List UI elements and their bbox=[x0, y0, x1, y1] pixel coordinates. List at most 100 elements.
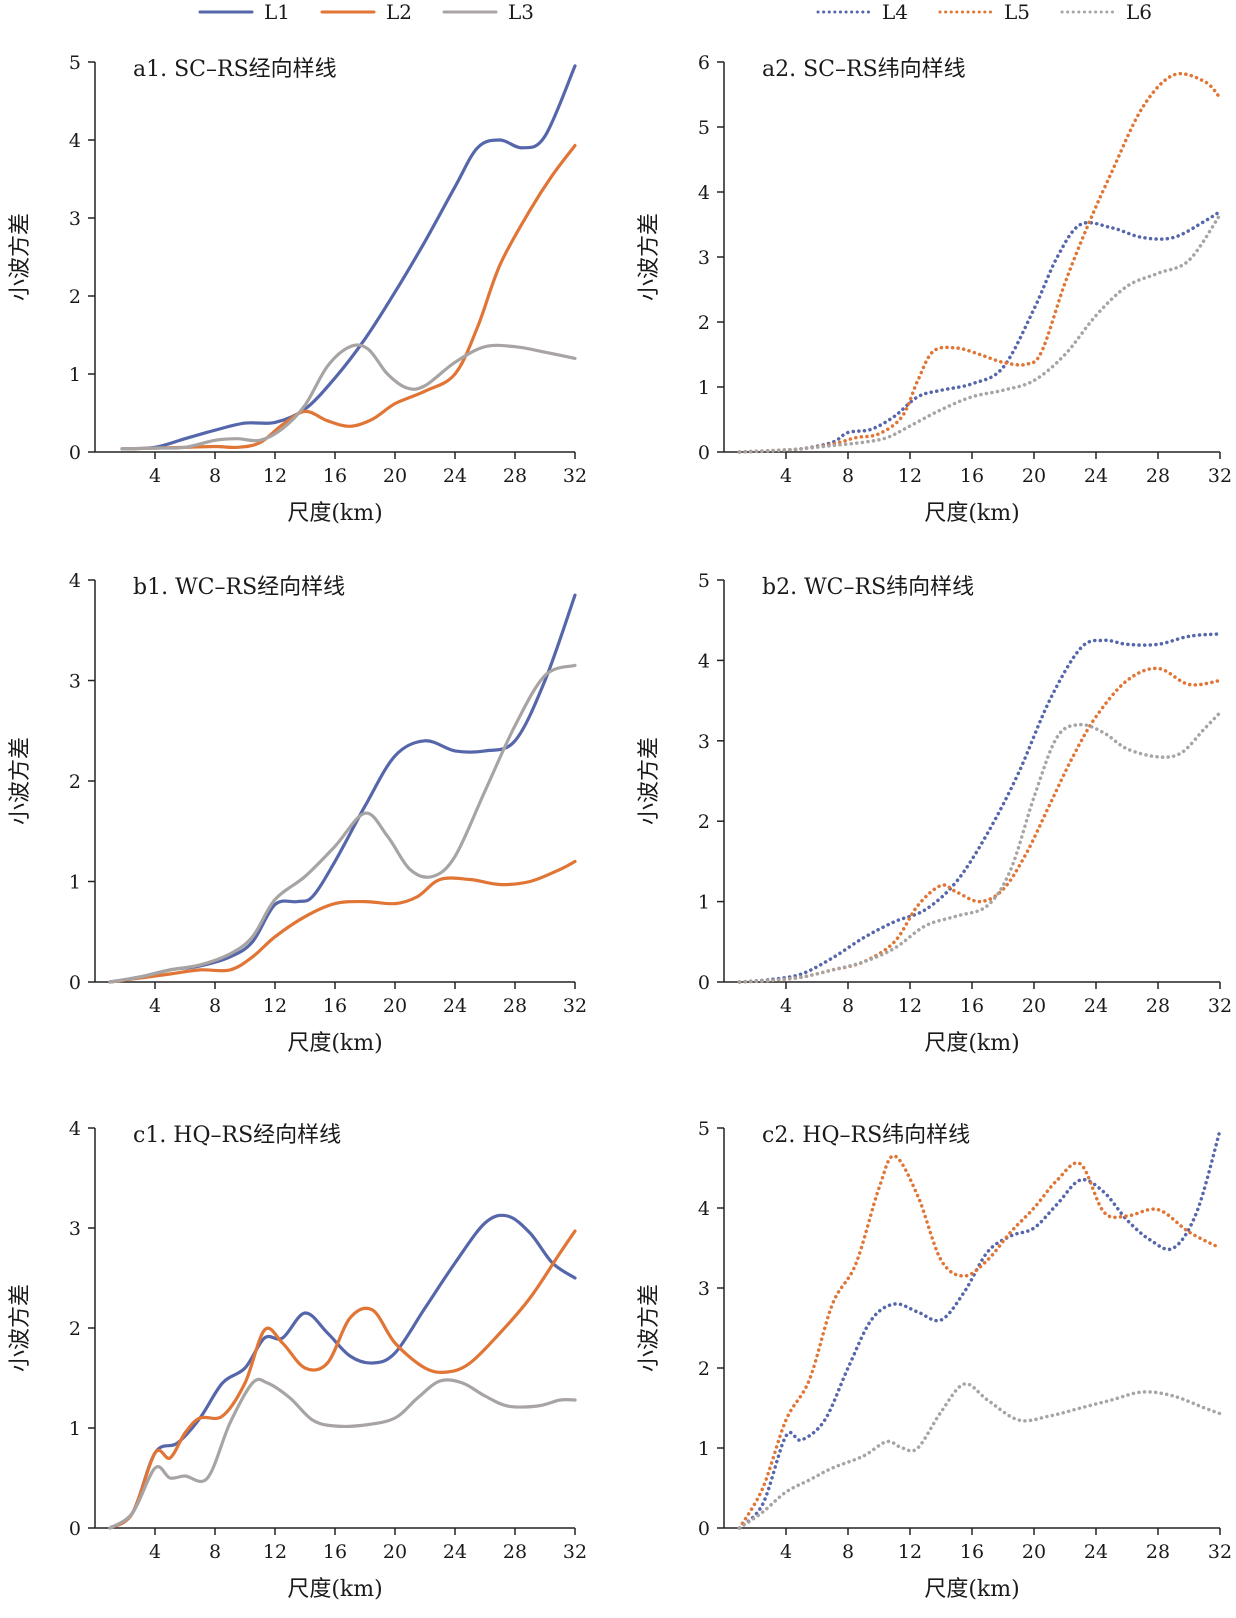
y-tick-label: 4 bbox=[69, 570, 81, 592]
x-axis-label: 尺度(km) bbox=[287, 1031, 382, 1056]
y-tick-label: 2 bbox=[69, 771, 81, 793]
y-tick-label: 1 bbox=[69, 1418, 81, 1440]
series-line-l6 bbox=[737, 710, 1222, 984]
x-tick-label: 12 bbox=[263, 1541, 287, 1563]
y-tick-label: 1 bbox=[698, 1438, 710, 1460]
y-tick-label: 0 bbox=[698, 442, 710, 464]
y-tick-label: 4 bbox=[698, 1198, 710, 1220]
y-tick-label: 1 bbox=[69, 364, 81, 386]
y-tick-label: 4 bbox=[69, 130, 81, 152]
x-tick-label: 20 bbox=[383, 1541, 407, 1563]
series-line-l5 bbox=[737, 71, 1222, 454]
series-line-l3 bbox=[108, 663, 577, 984]
x-tick-label: 12 bbox=[263, 995, 287, 1017]
x-tick-label: 12 bbox=[898, 1541, 922, 1563]
y-tick-label: 0 bbox=[698, 1518, 710, 1540]
x-tick-label: 8 bbox=[209, 465, 221, 487]
y-tick-label: 3 bbox=[698, 1278, 710, 1300]
y-tick-label: 0 bbox=[69, 442, 81, 464]
x-tick-label: 12 bbox=[263, 465, 287, 487]
series-line-l6 bbox=[737, 213, 1222, 454]
series-line-l2 bbox=[120, 143, 577, 451]
series-line-l3 bbox=[120, 343, 577, 451]
x-tick-label: 20 bbox=[1022, 465, 1046, 487]
series-line-l4 bbox=[737, 1128, 1222, 1530]
y-tick-label: 1 bbox=[69, 872, 81, 894]
y-tick-label: 3 bbox=[69, 1218, 81, 1240]
y-tick-label: 5 bbox=[69, 52, 81, 74]
x-axis-label: 尺度(km) bbox=[287, 1577, 382, 1602]
x-tick-label: 12 bbox=[898, 995, 922, 1017]
y-tick-label: 2 bbox=[698, 312, 710, 334]
y-tick-label: 6 bbox=[698, 52, 710, 74]
y-tick-label: 3 bbox=[69, 208, 81, 230]
x-tick-label: 32 bbox=[563, 465, 587, 487]
x-tick-label: 20 bbox=[383, 465, 407, 487]
legend-right: L4 L5 L6 bbox=[816, 0, 1152, 24]
y-axis-label: 小波方差 bbox=[8, 1284, 33, 1372]
x-tick-label: 4 bbox=[780, 465, 792, 487]
x-tick-label: 24 bbox=[443, 1541, 467, 1563]
x-tick-label: 28 bbox=[503, 995, 527, 1017]
chart-title: c2. HQ–RS纬向样线 bbox=[762, 1123, 970, 1148]
x-tick-label: 24 bbox=[443, 465, 467, 487]
chart-title: c1. HQ–RS经向样线 bbox=[133, 1123, 341, 1148]
x-tick-label: 28 bbox=[1146, 1541, 1170, 1563]
x-axis-label: 尺度(km) bbox=[924, 1577, 1019, 1602]
series-line-l2 bbox=[108, 1229, 577, 1530]
series-line-l1 bbox=[108, 593, 577, 984]
x-tick-label: 16 bbox=[323, 1541, 347, 1563]
y-tick-label: 3 bbox=[698, 731, 710, 753]
x-tick-label: 20 bbox=[1022, 1541, 1046, 1563]
x-tick-label: 28 bbox=[503, 465, 527, 487]
y-tick-label: 0 bbox=[69, 1518, 81, 1540]
y-tick-label: 2 bbox=[69, 286, 81, 308]
x-tick-label: 28 bbox=[503, 1541, 527, 1563]
x-tick-label: 20 bbox=[1022, 995, 1046, 1017]
y-tick-label: 2 bbox=[69, 1318, 81, 1340]
y-tick-label: 5 bbox=[698, 117, 710, 139]
chart-title: a2. SC–RS纬向样线 bbox=[762, 57, 966, 82]
y-tick-label: 5 bbox=[698, 570, 710, 592]
x-tick-label: 16 bbox=[960, 1541, 984, 1563]
y-axis-label: 小波方差 bbox=[637, 1284, 662, 1372]
y-tick-label: 2 bbox=[698, 1358, 710, 1380]
y-tick-label: 2 bbox=[698, 811, 710, 833]
x-tick-label: 32 bbox=[1208, 995, 1232, 1017]
chart-title: b1. WC–RS经向样线 bbox=[133, 575, 345, 600]
x-tick-label: 24 bbox=[1084, 1541, 1108, 1563]
x-tick-label: 8 bbox=[842, 465, 854, 487]
x-tick-label: 32 bbox=[563, 1541, 587, 1563]
legend-label-l3: L3 bbox=[508, 0, 534, 24]
y-axis-label: 小波方差 bbox=[637, 213, 662, 301]
x-axis-label: 尺度(km) bbox=[287, 501, 382, 526]
series-line-l5 bbox=[737, 1154, 1222, 1530]
x-tick-label: 28 bbox=[1146, 465, 1170, 487]
x-tick-label: 4 bbox=[780, 995, 792, 1017]
legend-label-l2: L2 bbox=[386, 0, 412, 24]
y-tick-label: 4 bbox=[69, 1118, 81, 1140]
x-tick-label: 16 bbox=[960, 995, 984, 1017]
x-tick-label: 12 bbox=[898, 465, 922, 487]
series-line-l5 bbox=[737, 666, 1222, 984]
y-tick-label: 1 bbox=[698, 377, 710, 399]
x-tick-label: 4 bbox=[780, 1541, 792, 1563]
x-tick-label: 4 bbox=[149, 995, 161, 1017]
x-tick-label: 8 bbox=[209, 995, 221, 1017]
series-line-l3 bbox=[108, 1377, 577, 1530]
legend-left: L1 L2 L3 bbox=[198, 0, 534, 24]
series-line-l6 bbox=[737, 1382, 1222, 1530]
y-tick-label: 3 bbox=[69, 671, 81, 693]
y-tick-label: 4 bbox=[698, 182, 710, 204]
y-tick-label: 0 bbox=[698, 972, 710, 994]
y-axis-label: 小波方差 bbox=[637, 737, 662, 825]
x-tick-label: 8 bbox=[209, 1541, 221, 1563]
x-tick-label: 4 bbox=[149, 465, 161, 487]
series-line-l1 bbox=[108, 1213, 577, 1530]
chart-title: b2. WC–RS纬向样线 bbox=[762, 575, 974, 600]
